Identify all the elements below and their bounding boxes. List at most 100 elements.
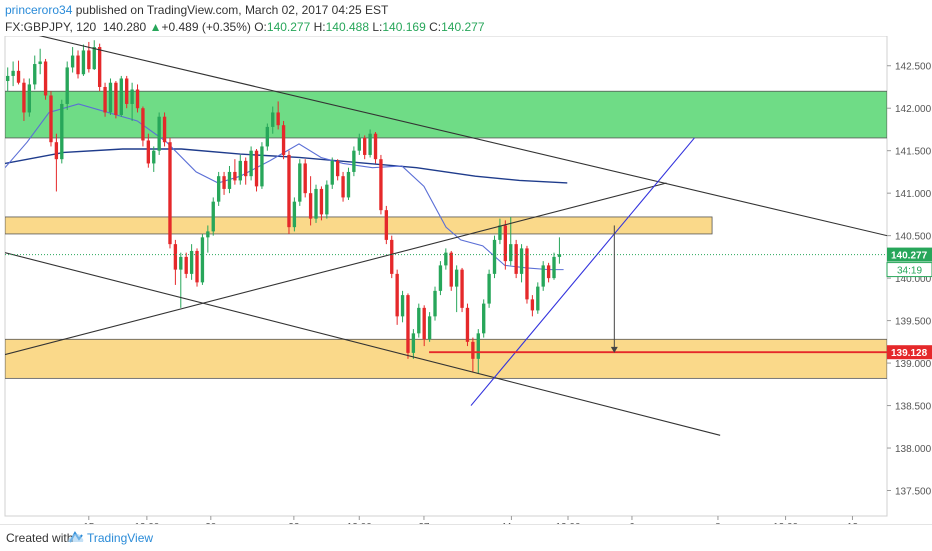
candle-body [292,201,297,228]
candle [200,233,205,285]
candle [114,81,118,119]
candle-body [298,163,302,202]
candle [287,150,291,234]
candle-body [303,163,307,194]
candle [65,61,69,110]
candle [33,55,37,90]
candle [465,303,470,347]
candle [341,171,345,202]
created-with-label: Created with [6,531,74,545]
y-tick-label: 139.500 [895,317,932,328]
candle [189,244,194,280]
y-tick-label: 140.500 [895,232,932,243]
candle-body [352,150,356,172]
published-text: published on TradingView.com, March 02, … [75,3,389,17]
candle [254,148,259,192]
candle [249,146,253,181]
candle [482,299,486,338]
candle-body [330,160,334,185]
candle [43,58,48,100]
countdown-axis-label: 34:19 [897,266,922,277]
candle [363,135,367,160]
candle [514,239,518,279]
candle [238,154,242,185]
author-link[interactable]: princeroro34 [5,3,73,17]
candle-body [70,55,75,68]
x-tick-label: 13 [847,522,859,524]
candle [11,61,15,87]
x-tick-label: 22 [288,522,300,524]
candle-body [206,231,210,238]
candle [492,235,497,279]
symbol-line: FX:GBPJPY, 120 140.280 ▲+0.489 (+0.35%) … [5,20,485,34]
candle [276,101,280,130]
candle-body [536,286,540,311]
candle-body [341,176,345,198]
last-price-axis-label: 140.277 [891,251,928,262]
candle-body [384,210,389,240]
candle-body [249,150,253,177]
x-tick-label: 8 [715,522,721,524]
zone-support [5,338,887,379]
candle-body [325,184,329,215]
open-value: 140.277 [266,20,311,34]
candle [530,295,535,317]
candle-body [406,295,410,353]
tradingview-brand-link[interactable]: TradingView [87,531,154,545]
candle-body [411,333,416,353]
candle-body [11,70,15,76]
candle-body [400,295,405,317]
candle [308,176,313,226]
candle [454,265,459,313]
candle [298,159,302,206]
candle [384,205,389,245]
tradingview-cloud-icon [66,530,84,549]
candle-body [146,140,151,164]
price-chart[interactable]: 142.500 142.000 141.500 141.000 140.500 140.0… [0,36,932,524]
candle [54,133,59,192]
candle-body [368,133,372,155]
trendline-upper-trend [38,36,887,237]
candle-body [216,176,221,202]
candle [400,290,405,323]
candle-body [514,244,518,274]
candle [60,99,64,164]
candle-body [162,116,167,143]
y-tick-label: 138.000 [895,444,932,455]
candle [216,171,221,206]
candle-body [43,61,48,96]
y-tick-label: 142.500 [895,62,932,73]
candle [206,225,210,253]
candle [417,303,421,338]
candle [49,91,53,147]
candle-body [519,248,524,274]
high-value: 140.488 [325,20,370,34]
candle-body [281,125,286,155]
last-price: 140.280 [102,20,147,34]
candle [244,157,248,185]
candle-body [81,50,86,75]
candle [70,47,75,73]
change-arrow-icon: ▲ [149,20,162,34]
x-tick-label: 6 [629,522,635,524]
candle [557,237,562,264]
candle [168,137,172,249]
candle-body [195,250,199,283]
candle [325,180,329,219]
candle-body [65,67,69,104]
candle [471,337,475,372]
candle [541,261,545,291]
trendline-rising-trend [470,137,695,406]
y-tick-label: 141.500 [895,147,932,158]
candle-body [76,55,80,75]
candle-body [417,307,421,334]
candle-body [471,341,475,359]
candle-body [260,146,264,187]
candle-body [103,86,107,113]
candle-body [465,307,470,342]
symbol-label: FX:GBPJPY, 120 [5,20,97,34]
candle-body [54,142,59,160]
candle-body [422,307,426,340]
candle [135,84,140,113]
candle [292,197,297,232]
